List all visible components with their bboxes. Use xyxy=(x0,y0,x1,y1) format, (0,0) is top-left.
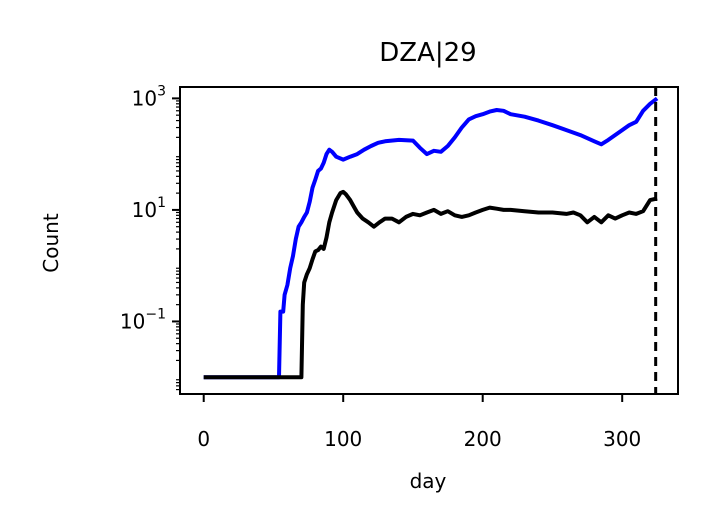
y-tick-label: 10−1 xyxy=(120,306,166,333)
chart-title: DZA|29 xyxy=(379,38,476,68)
x-tick-label: 200 xyxy=(464,427,502,451)
x-tick-label: 300 xyxy=(603,427,641,451)
plot-frame xyxy=(179,86,679,395)
y-axis-label: Count xyxy=(39,213,63,273)
x-axis-label: day xyxy=(410,469,447,493)
y-tick-label: 101 xyxy=(132,195,166,222)
series-line-1 xyxy=(203,189,658,380)
plot-area xyxy=(203,87,659,394)
axis-ticks: 0 100 200 300 10−1 101 103 xyxy=(120,83,641,451)
y-tick-label: 103 xyxy=(132,83,166,110)
x-tick-label: 100 xyxy=(324,427,362,451)
series-line-0 xyxy=(203,96,659,380)
x-tick-label: 0 xyxy=(197,427,210,451)
